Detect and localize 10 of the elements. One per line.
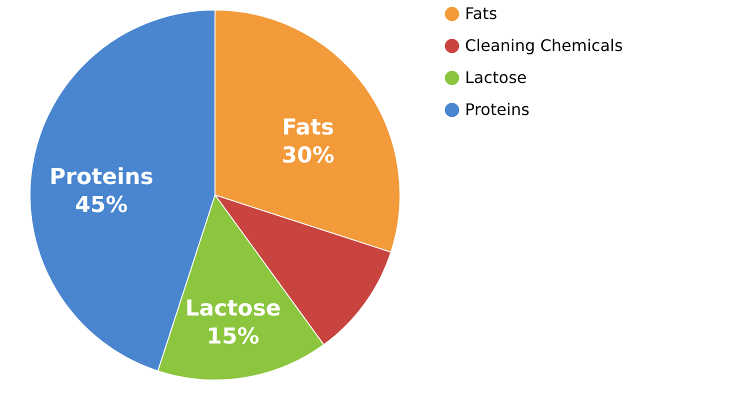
legend-label: Proteins [465,100,530,119]
legend-label: Lactose [465,68,527,87]
data-label: 45% [75,193,128,218]
data-label: 30% [282,143,334,168]
legend-label: Cleaning Chemicals [465,36,623,55]
slice-label: Proteins [50,165,154,190]
slice-label: Lactose [185,296,281,322]
legend-label: Fats [465,4,498,23]
data-label: 15% [206,324,260,350]
slice-label: Fats [282,115,334,140]
